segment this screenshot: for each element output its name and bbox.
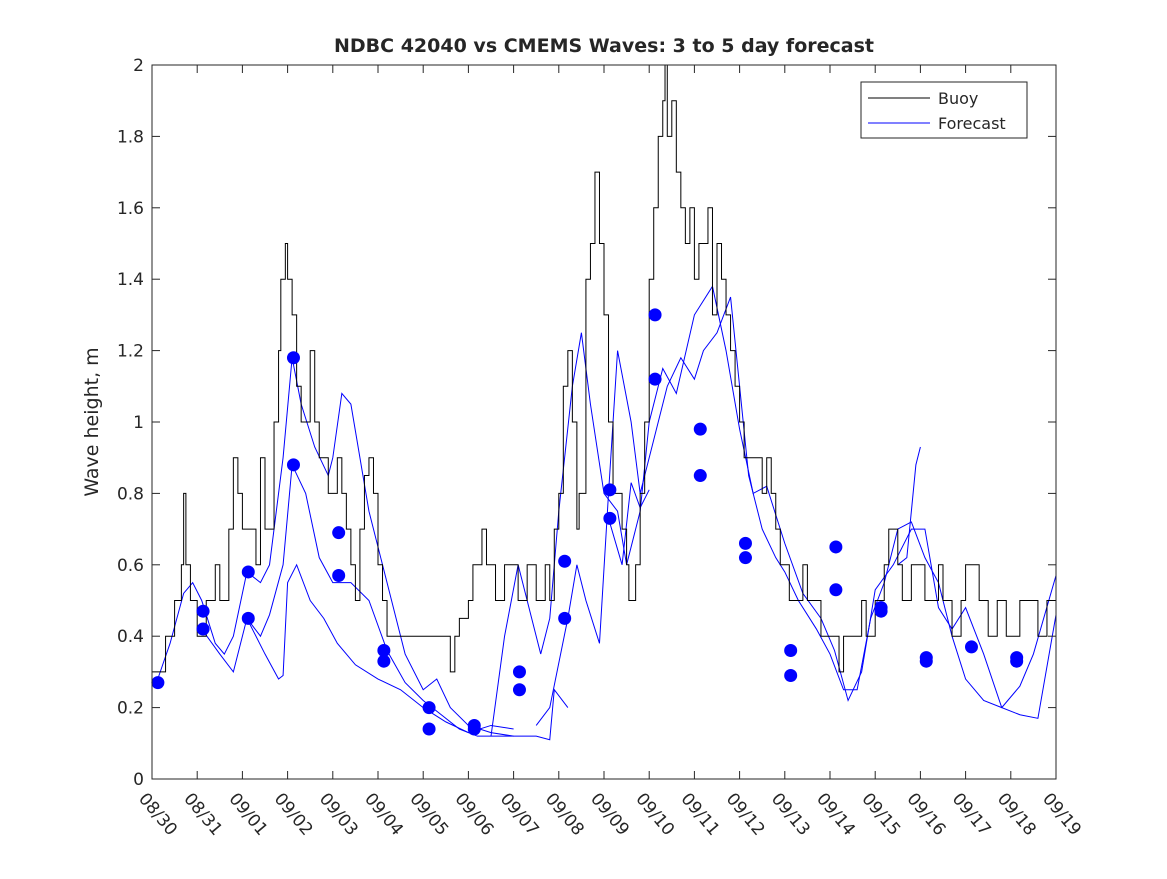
- forecast-point: [738, 536, 752, 550]
- forecast-point: [648, 372, 662, 386]
- forecast-point: [829, 583, 843, 597]
- forecast-line: [201, 462, 514, 737]
- forecast-point: [377, 643, 391, 657]
- x-tick-label: 09/07: [496, 789, 543, 839]
- y-tick-label: 0.2: [117, 699, 144, 719]
- x-tick-label: 09/09: [586, 789, 633, 839]
- forecast-point: [919, 654, 933, 668]
- forecast-point: [286, 458, 300, 472]
- x-tick-label: 09/03: [315, 789, 362, 839]
- x-tick-label: 09/19: [1038, 789, 1085, 839]
- y-tick-label: 1: [133, 413, 144, 433]
- forecast-point: [241, 565, 255, 579]
- forecast-point: [558, 611, 572, 625]
- forecast-point: [241, 611, 255, 625]
- forecast-point: [512, 665, 526, 679]
- forecast-point: [422, 722, 436, 736]
- y-tick-label: 0: [133, 770, 144, 790]
- x-tick-label: 09/13: [767, 789, 814, 839]
- forecast-line: [490, 285, 1057, 737]
- forecast-line: [156, 357, 569, 741]
- x-tick-label: 09/01: [225, 789, 272, 839]
- forecast-point: [558, 554, 572, 568]
- chart-title: NDBC 42040 vs CMEMS Waves: 3 to 5 day fo…: [334, 35, 874, 57]
- y-tick-label: 1.2: [117, 342, 144, 362]
- forecast-point: [422, 701, 436, 715]
- y-tick-label: 2: [133, 56, 144, 76]
- plot-area-frame: [151, 64, 1057, 780]
- x-tick-label: 09/06: [451, 789, 498, 839]
- forecast-point: [603, 483, 617, 497]
- forecast-point: [784, 643, 798, 657]
- x-tick-label: 09/17: [948, 789, 995, 839]
- legend-buoy-label: Buoy: [938, 89, 978, 108]
- forecast-point: [738, 551, 752, 565]
- y-tick-label: 0.8: [117, 484, 144, 504]
- x-tick-label: 09/12: [722, 789, 769, 839]
- forecast-point: [829, 540, 843, 554]
- x-tick-label: 09/16: [903, 789, 950, 839]
- y-tick-label: 1.8: [117, 127, 144, 147]
- forecast-point: [332, 526, 346, 540]
- x-tick-label: 09/14: [812, 789, 859, 839]
- forecast-point: [467, 722, 481, 736]
- x-tick-label: 09/02: [270, 789, 317, 839]
- forecast-point: [377, 654, 391, 668]
- x-tick-label: 09/05: [405, 789, 452, 839]
- forecast-point: [286, 351, 300, 365]
- y-tick-label: 1.6: [117, 199, 144, 219]
- forecast-point: [512, 683, 526, 697]
- forecast-point: [964, 640, 978, 654]
- y-tick-label: 0.4: [117, 627, 144, 647]
- x-tick-label: 09/15: [857, 789, 904, 839]
- x-tick-label: 09/04: [360, 789, 407, 839]
- forecast-line: [608, 482, 650, 565]
- forecast-point: [196, 622, 210, 636]
- forecast-point: [603, 511, 617, 525]
- forecast-point: [784, 668, 798, 682]
- y-tick-label: 1.4: [117, 270, 144, 290]
- forecast-point: [151, 676, 165, 690]
- legend-forecast-label: Forecast: [938, 114, 1006, 133]
- buoy-line: [152, 64, 1057, 673]
- forecast-line: [535, 296, 1057, 726]
- legend: Buoy Forecast: [860, 81, 1028, 139]
- x-tick-label: 09/18: [993, 789, 1040, 839]
- forecast-point: [332, 569, 346, 583]
- legend-box: [860, 81, 1028, 139]
- x-tick-label: 08/30: [134, 789, 181, 839]
- forecast-point: [874, 604, 888, 618]
- y-tick-label: 0.6: [117, 556, 144, 576]
- forecast-point: [196, 604, 210, 618]
- forecast-point: [648, 308, 662, 322]
- y-axis-label: Wave height, m: [81, 347, 103, 496]
- forecast-point: [693, 469, 707, 483]
- x-tick-label: 09/08: [541, 789, 588, 839]
- forecast-point: [1010, 654, 1024, 668]
- forecast-point: [693, 422, 707, 436]
- x-tick-label: 09/11: [677, 789, 724, 839]
- x-tick-label: 08/31: [179, 789, 226, 839]
- x-tick-label: 09/10: [631, 789, 678, 839]
- forecast-line: [897, 446, 921, 566]
- forecast-line: [246, 563, 514, 734]
